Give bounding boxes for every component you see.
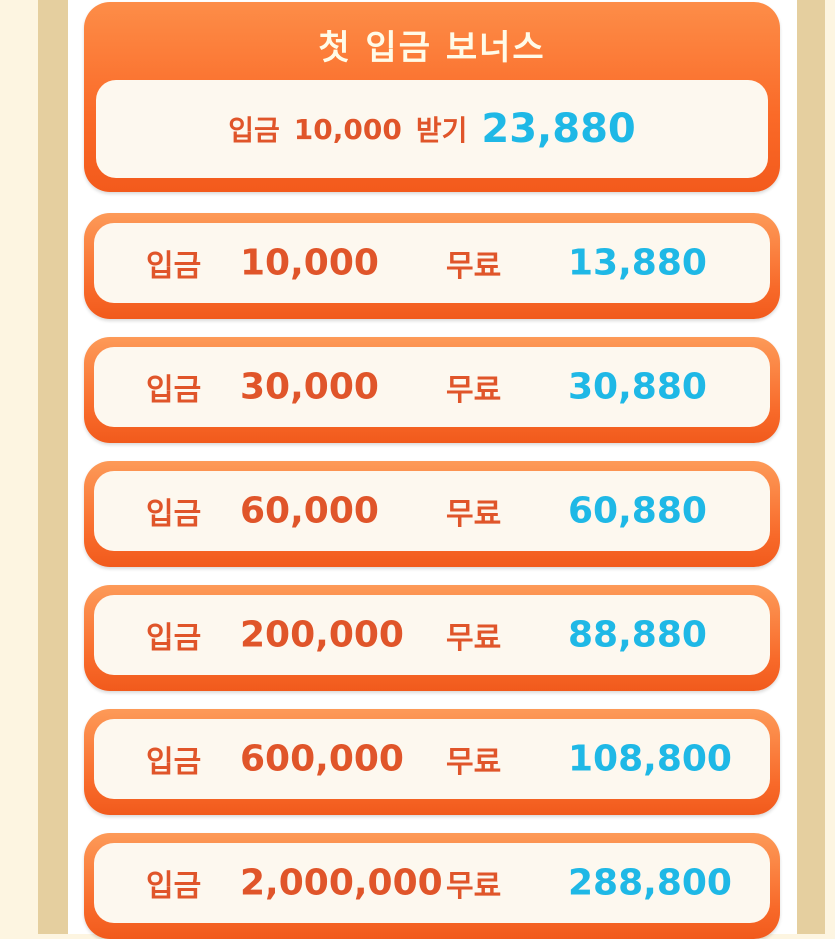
deposit-label: 입금: [146, 249, 202, 284]
bonus-tier-content: 입금 30,000 무료 30,880: [94, 347, 770, 427]
deposit-amount: 30,000: [240, 366, 379, 408]
deposit-label: 입금: [228, 114, 280, 147]
deposit-amount: 10,000: [240, 242, 379, 284]
free-label: 무료: [446, 621, 502, 656]
bonus-tier-content: 입금 60,000 무료 60,880: [94, 471, 770, 551]
bonus-amount: 60,880: [568, 490, 707, 532]
free-label: 무료: [446, 373, 502, 408]
deposit-label: 입금: [146, 869, 202, 904]
deposit-amount: 10,000: [293, 112, 402, 146]
bonus-summary: 입금 10,000 받기 23,880: [96, 80, 768, 178]
bonus-amount: 88,880: [568, 614, 707, 656]
receive-label: 받기: [415, 114, 468, 147]
bonus-tier-content: 입금 200,000 무료 88,880: [94, 595, 770, 675]
deposit-label: 입금: [146, 745, 202, 780]
bonus-amount: 108,800: [568, 738, 732, 780]
deposit-amount: 2,000,000: [240, 862, 443, 904]
bonus-tier-row[interactable]: 입금 60,000 무료 60,880: [84, 461, 780, 567]
deposit-label: 입금: [146, 621, 202, 656]
deposit-label: 입금: [146, 497, 202, 532]
bonus-amount: 30,880: [568, 366, 707, 408]
bonus-tier-row[interactable]: 입금 600,000 무료 108,800: [84, 709, 780, 815]
deposit-label: 입금: [146, 373, 202, 408]
free-label: 무료: [446, 869, 502, 904]
free-label: 무료: [446, 745, 502, 780]
left-border: [38, 0, 70, 934]
right-border: [795, 0, 825, 934]
receive-amount: 23,880: [481, 106, 636, 152]
free-label: 무료: [446, 249, 502, 284]
deposit-amount: 600,000: [240, 738, 404, 780]
bonus-amount: 13,880: [568, 242, 707, 284]
bonus-tier-row[interactable]: 입금 2,000,000 무료 288,800: [84, 833, 780, 939]
bonus-tier-content: 입금 600,000 무료 108,800: [94, 719, 770, 799]
bonus-tier-row[interactable]: 입금 200,000 무료 88,880: [84, 585, 780, 691]
deposit-amount: 60,000: [240, 490, 379, 532]
first-deposit-bonus-card: 첫 입금 보너스 입금 10,000 받기 23,880: [84, 2, 780, 192]
deposit-amount: 200,000: [240, 614, 404, 656]
bonus-tier-row[interactable]: 입금 10,000 무료 13,880: [84, 213, 780, 319]
free-label: 무료: [446, 497, 502, 532]
bonus-tier-content: 입금 2,000,000 무료 288,800: [94, 843, 770, 923]
bonus-amount: 288,800: [568, 862, 732, 904]
bonus-tier-row[interactable]: 입금 30,000 무료 30,880: [84, 337, 780, 443]
card-title: 첫 입금 보너스: [318, 28, 546, 68]
bonus-tier-content: 입금 10,000 무료 13,880: [94, 223, 770, 303]
